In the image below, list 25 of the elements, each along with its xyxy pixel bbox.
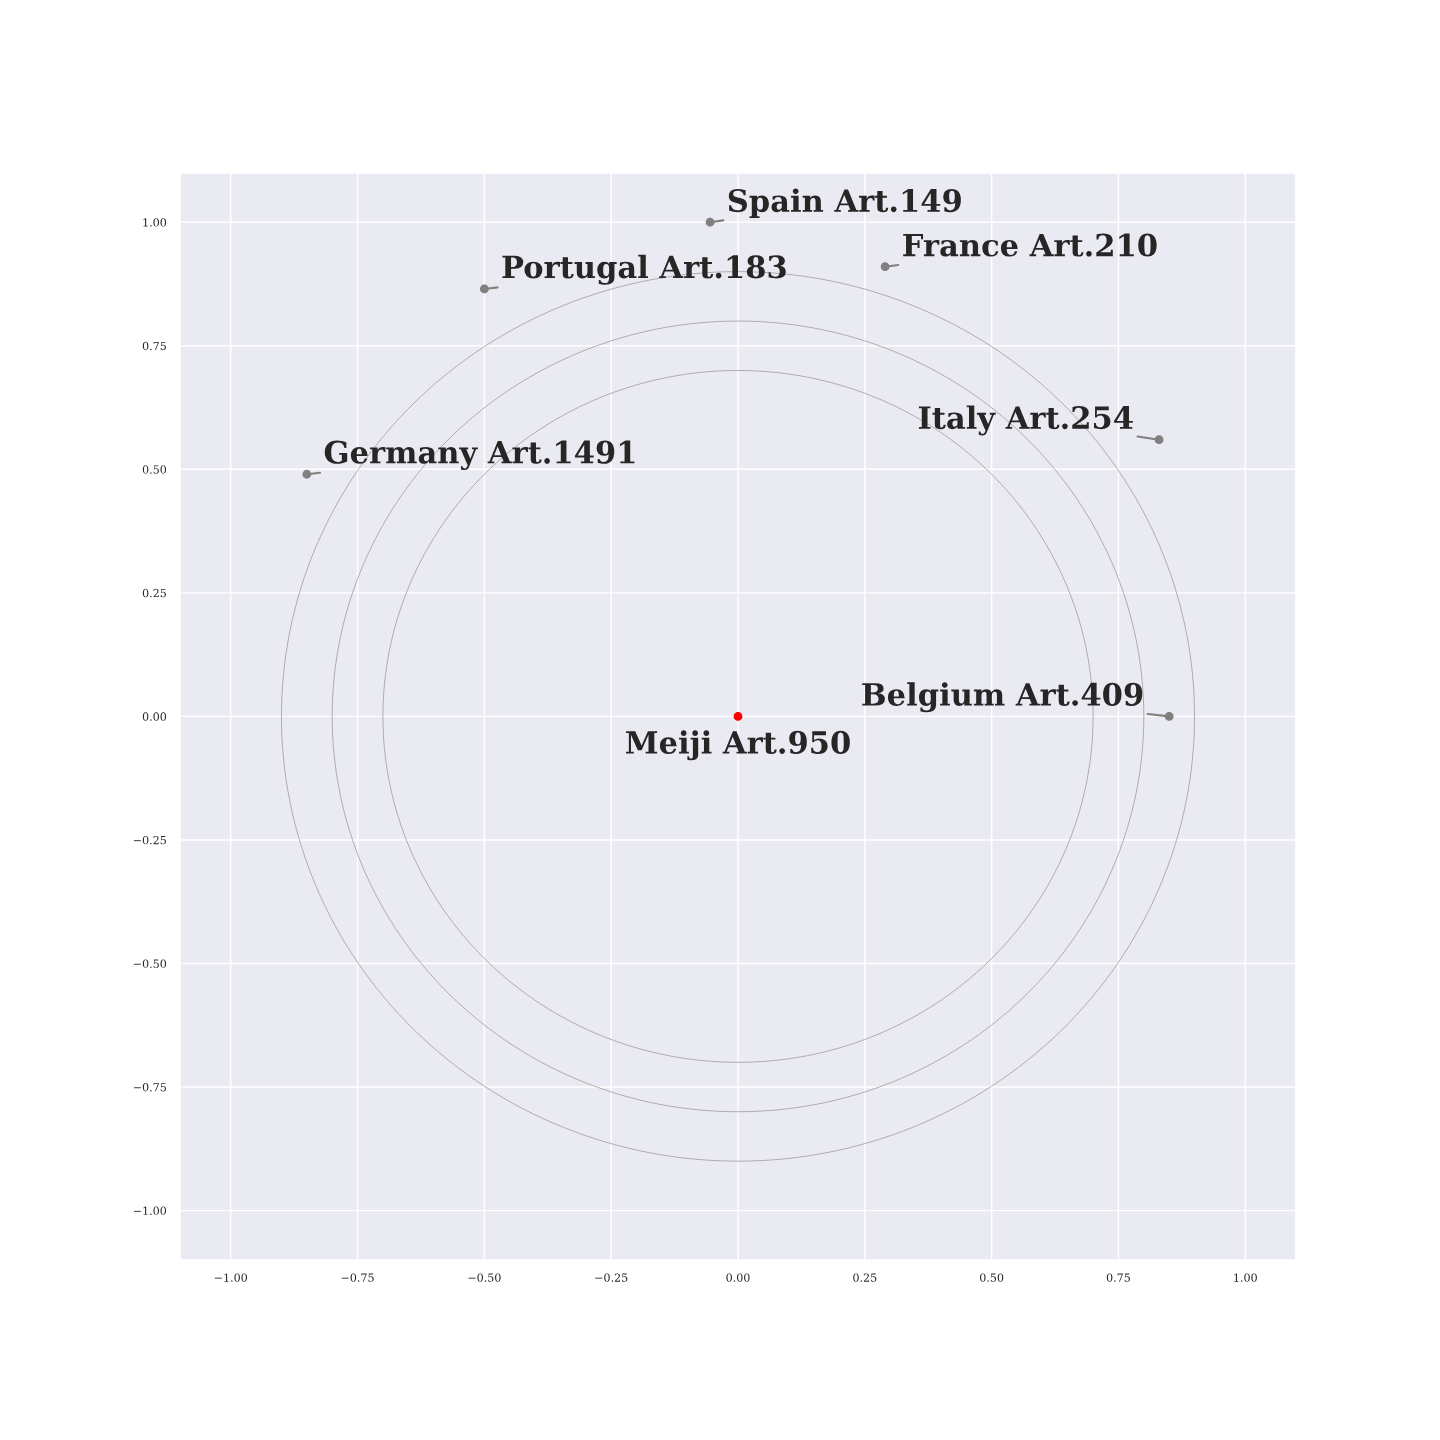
x-tick-label: −1.00 (214, 1273, 248, 1282)
annotation: Belgium Art.409 (862, 682, 1143, 713)
y-tick-label: −1.00 (133, 1206, 167, 1215)
annotation: Italy Art.254 (918, 405, 1133, 436)
y-tick-label: 0.50 (142, 465, 167, 474)
annotation: France Art.210 (903, 233, 1157, 257)
y-tick-label: 0.75 (142, 341, 166, 351)
x-tick-label: 0.75 (1106, 1273, 1130, 1282)
y-tick-label: −0.50 (133, 959, 167, 968)
y-tick-label: −0.75 (133, 1083, 166, 1092)
annotation: Germany Art.1491 (324, 440, 635, 471)
annotation: Spain Art.149 (728, 188, 961, 219)
annotation: Portugal Art.183 (502, 254, 786, 285)
x-tick-label: −0.25 (595, 1273, 628, 1282)
y-tick-label: 1.00 (143, 218, 167, 227)
y-tick-label: −0.25 (133, 835, 166, 845)
x-tick-label: 0.00 (726, 1273, 750, 1282)
x-tick-label: 0.25 (853, 1273, 877, 1282)
x-tick-label: 1.00 (1234, 1273, 1257, 1282)
y-tick-label: 0.00 (142, 712, 167, 721)
y-tick-label: 0.25 (142, 588, 166, 598)
annotation: Meiji Art.950 (626, 730, 850, 761)
x-tick-label: −0.50 (468, 1273, 501, 1282)
x-tick-label: 0.50 (980, 1273, 1004, 1282)
x-tick-label: −0.75 (341, 1273, 374, 1282)
